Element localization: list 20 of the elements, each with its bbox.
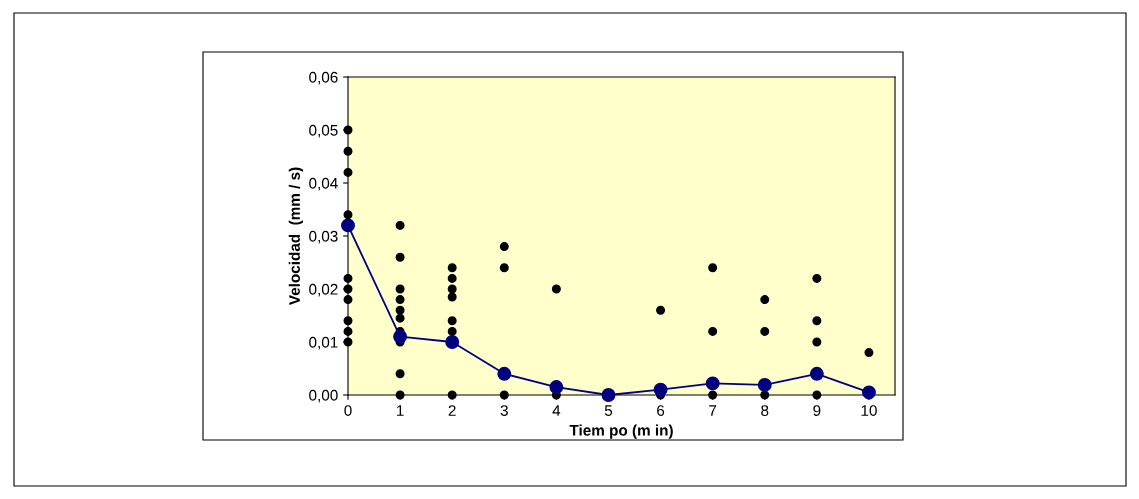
x-tick-label: 6 bbox=[657, 405, 665, 416]
x-tick-label: 9 bbox=[813, 405, 821, 416]
x-tick-label: 10 bbox=[861, 405, 877, 416]
y-tick-label: 0,02 bbox=[309, 283, 338, 297]
x-tick-label: 3 bbox=[500, 405, 508, 416]
x-tick-label: 2 bbox=[448, 405, 456, 416]
x-tick-label: 0 bbox=[344, 405, 352, 416]
y-axis-title: Velocidad (mm / s) bbox=[288, 167, 303, 306]
x-tick-label: 7 bbox=[709, 405, 717, 416]
x-tick-label: 4 bbox=[552, 405, 561, 416]
y-tick-label: 0,04 bbox=[309, 177, 338, 191]
y-tick-label: 0,00 bbox=[309, 389, 338, 403]
x-tick-label: 5 bbox=[604, 405, 613, 416]
x-tick-label: 1 bbox=[397, 405, 404, 416]
y-tick-label: 0,05 bbox=[309, 124, 338, 138]
x-axis-title: Tiem po (m in) bbox=[569, 424, 673, 439]
y-tick-label: 0,06 bbox=[309, 71, 338, 85]
x-tick-label: 8 bbox=[761, 405, 769, 416]
y-tick-label: 0,01 bbox=[309, 336, 338, 350]
y-tick-label: 0,03 bbox=[309, 230, 338, 244]
